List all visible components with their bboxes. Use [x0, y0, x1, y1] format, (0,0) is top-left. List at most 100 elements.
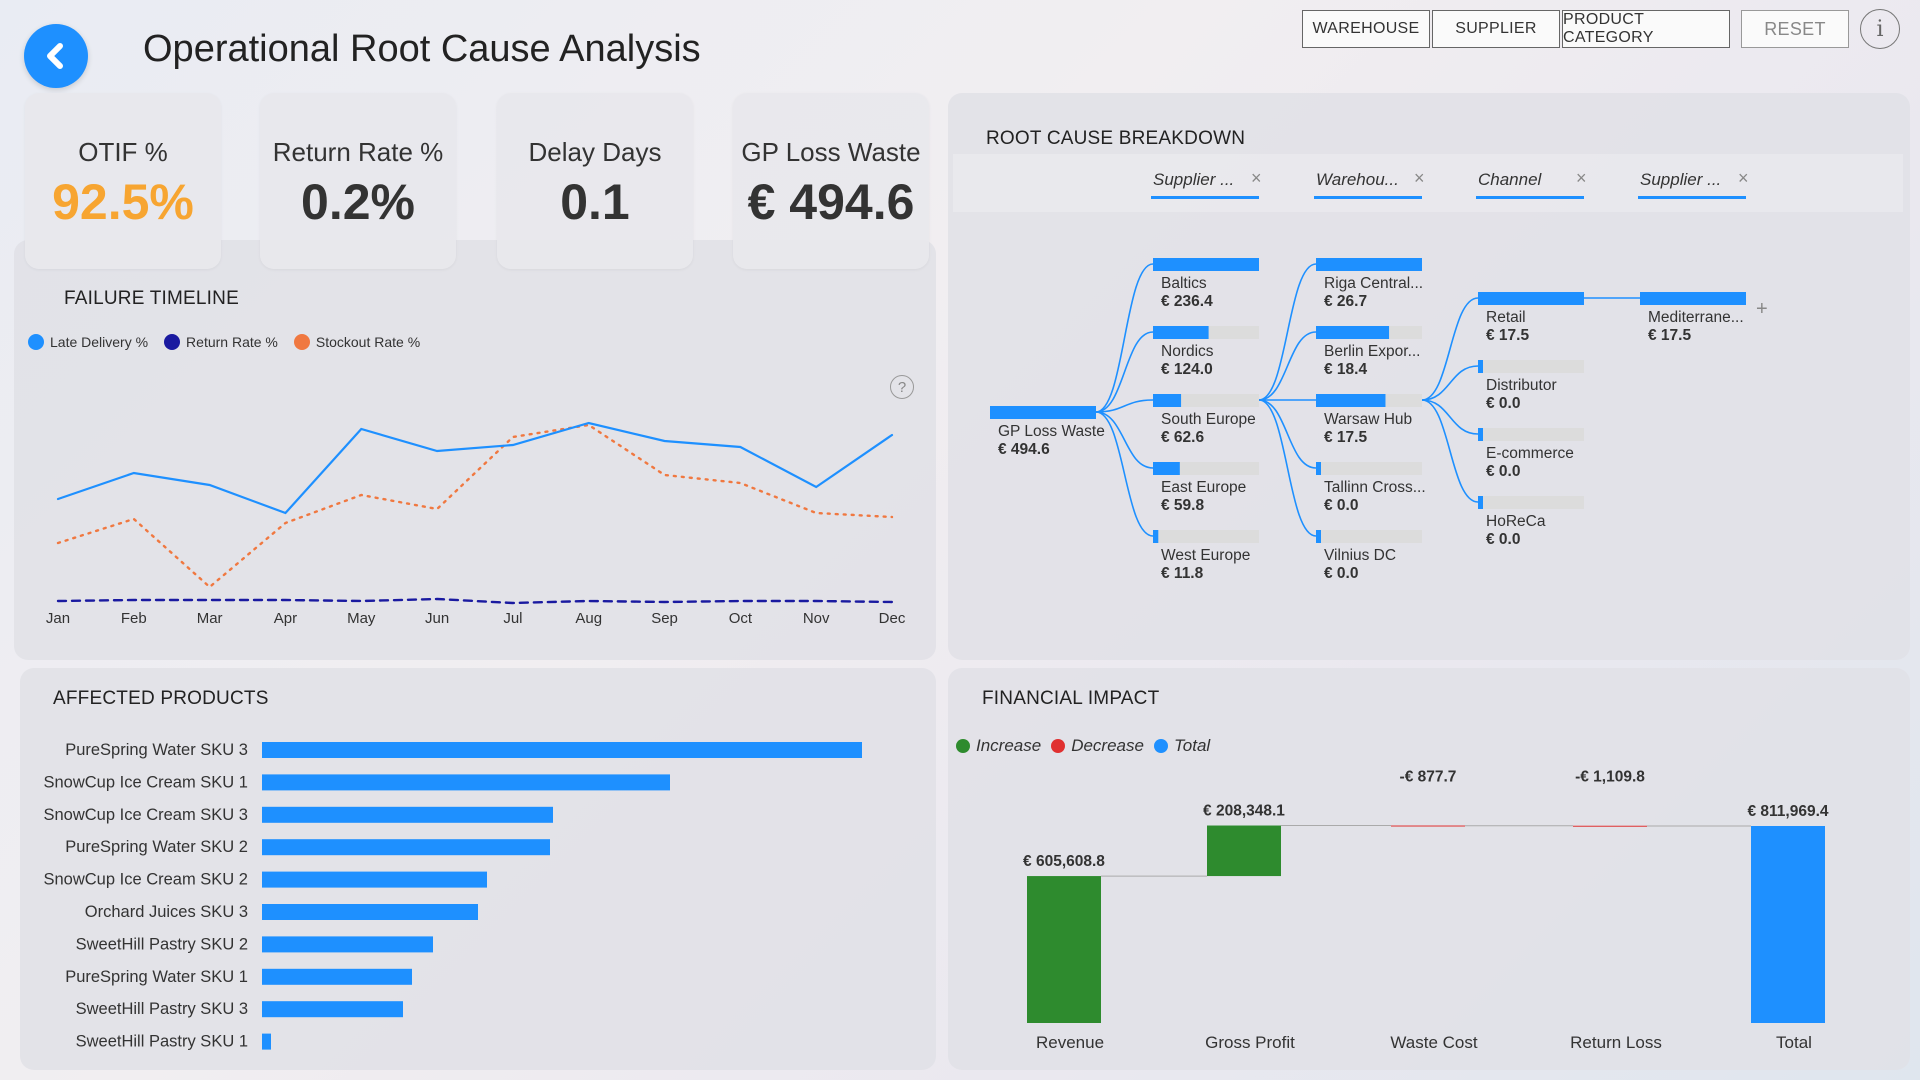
tree-node-value: € 26.7	[1324, 293, 1368, 310]
back-button[interactable]	[24, 24, 88, 88]
tree-node-label: Nordics € 124.0	[1161, 343, 1214, 379]
tree-node-label: Riga Central... € 26.7	[1324, 275, 1423, 311]
tree-level-header[interactable]: Warehou... ×	[1314, 168, 1425, 199]
help-icon[interactable]: ?	[890, 375, 914, 399]
tree-node-name: South Europe	[1161, 411, 1256, 428]
tree-node-bar[interactable]	[1316, 394, 1386, 407]
tree-level-header[interactable]: Supplier ... ×	[1151, 168, 1262, 199]
product-bar[interactable]	[262, 936, 433, 953]
page-title: Operational Root Cause Analysis	[143, 28, 701, 70]
kpi-value: 92.5%	[52, 174, 194, 230]
product-bar[interactable]	[262, 774, 670, 791]
tree-node-bar[interactable]	[1153, 326, 1209, 339]
tree-connector	[1095, 411, 1154, 537]
tree-connector	[1421, 297, 1479, 401]
product-bar[interactable]	[262, 806, 553, 823]
tree-node-bar[interactable]	[1153, 462, 1180, 475]
tree-level-header-label: Supplier ...	[1640, 170, 1722, 189]
tree-node-value: € 11.8	[1161, 565, 1204, 582]
tree-node-bar[interactable]	[1640, 292, 1746, 305]
close-icon[interactable]: ×	[1576, 168, 1587, 188]
tree-node-value: € 59.8	[1161, 497, 1205, 514]
kpi-label: Return Rate %	[272, 137, 444, 167]
product-bar[interactable]	[262, 1033, 271, 1050]
tree-node-bar[interactable]	[1153, 530, 1159, 543]
chevron-left-icon	[47, 43, 63, 69]
legend-item-late-delivery[interactable]: Late Delivery %	[28, 334, 148, 350]
category-label: SnowCup Ice Cream SKU 2	[43, 871, 248, 889]
tree-connector	[1095, 263, 1154, 413]
expand-icon[interactable]: +	[1756, 298, 1768, 320]
tree-level-header[interactable]: Supplier ... ×	[1638, 168, 1749, 199]
tree-node-bar[interactable]	[1316, 258, 1422, 271]
kpi-value: € 494.6	[747, 174, 915, 230]
tree-node-bar[interactable]	[1153, 258, 1259, 271]
tree-node-bar[interactable]	[1478, 496, 1483, 509]
category-label: SweetHill Pastry SKU 3	[76, 1000, 248, 1018]
warehouse-filter-button[interactable]: WAREHOUSE	[1302, 10, 1430, 48]
product-bar[interactable]	[262, 968, 412, 985]
info-button[interactable]: i	[1860, 9, 1900, 49]
tree-level-header-label: Supplier ...	[1153, 170, 1235, 189]
tree-node-bar[interactable]	[1316, 530, 1321, 543]
tree-node-value: € 0.0	[1486, 395, 1521, 412]
legend-item-total[interactable]: Total	[1153, 736, 1210, 756]
product-bar[interactable]	[262, 904, 478, 920]
tree-node-value: € 494.6	[998, 441, 1050, 458]
waterfall-bar-return-loss[interactable]	[1573, 825, 1647, 827]
tree-node-bar[interactable]	[1316, 326, 1390, 339]
financial-legend: Increase Decrease Total	[956, 736, 1210, 756]
product-category-filter-button[interactable]: PRODUCT CATEGORY	[1562, 10, 1730, 48]
tree-node-label: Vilnius DC € 0.0	[1324, 547, 1396, 583]
series-line-stockout-rate[interactable]	[56, 423, 894, 589]
tree-node-value: € 17.5	[1486, 327, 1530, 344]
x-tick-label: Feb	[121, 610, 147, 627]
data-label: € 208,348.1	[1203, 803, 1285, 820]
timeline-title: FAILURE TIMELINE	[64, 288, 239, 309]
product-bar[interactable]	[262, 839, 550, 856]
tree-node-bar[interactable]	[1316, 462, 1321, 475]
close-icon[interactable]: ×	[1414, 168, 1425, 188]
tree-level-header[interactable]: Channel ×	[1476, 168, 1587, 199]
x-tick-label: May	[347, 610, 376, 627]
x-tick-label: Jul	[503, 610, 522, 627]
failure-timeline-panel	[14, 240, 936, 660]
x-tick-label: Mar	[197, 610, 223, 627]
legend-dot	[28, 334, 44, 350]
tree-root-bar[interactable]	[990, 406, 1096, 419]
tree-node-value: € 0.0	[1324, 565, 1359, 582]
root-cause-tree	[990, 258, 1746, 543]
waterfall-bar-total[interactable]	[1751, 826, 1825, 1023]
product-bar[interactable]	[262, 1001, 403, 1018]
tree-level-underline	[1638, 196, 1746, 199]
tree-node-bar[interactable]	[1478, 360, 1483, 373]
x-tick-label: Nov	[803, 610, 830, 627]
legend-item-increase[interactable]: Increase	[956, 736, 1041, 756]
series-line-return-rate[interactable]	[56, 597, 894, 605]
reset-button[interactable]: RESET	[1741, 10, 1849, 48]
waterfall-bar-gross-profit[interactable]	[1207, 825, 1281, 877]
legend-item-return-rate[interactable]: Return Rate %	[164, 334, 278, 350]
waterfall-bar-revenue[interactable]	[1027, 876, 1101, 1023]
tree-node-label: Distributor € 0.0	[1486, 377, 1557, 413]
close-icon[interactable]: ×	[1738, 168, 1749, 188]
waterfall-bar-waste-cost[interactable]	[1391, 825, 1465, 827]
tree-node-bar[interactable]	[1478, 292, 1584, 305]
close-icon[interactable]: ×	[1251, 168, 1262, 188]
legend-item-decrease[interactable]: Decrease	[1051, 736, 1144, 756]
supplier-filter-button[interactable]: SUPPLIER	[1432, 10, 1560, 48]
tree-connector	[1421, 399, 1479, 503]
x-tick-label: Apr	[274, 610, 297, 627]
tree-node-bar[interactable]	[1478, 428, 1483, 441]
affected-products-chart: PureSpring Water SKU 3 SnowCup Ice Cream …	[43, 741, 862, 1051]
legend-item-stockout-rate[interactable]: Stockout Rate %	[293, 334, 420, 350]
product-bar[interactable]	[262, 871, 487, 888]
series-line-late-delivery[interactable]	[56, 421, 894, 515]
legend-label: Decrease	[1071, 736, 1144, 755]
tree-node-value: € 17.5	[1324, 429, 1368, 446]
x-tick-label: Dec	[879, 610, 906, 627]
tree-node-bar[interactable]	[1153, 394, 1182, 407]
legend-dot	[956, 739, 970, 753]
kpi-label: OTIF %	[78, 137, 168, 167]
product-bar[interactable]	[262, 742, 862, 758]
